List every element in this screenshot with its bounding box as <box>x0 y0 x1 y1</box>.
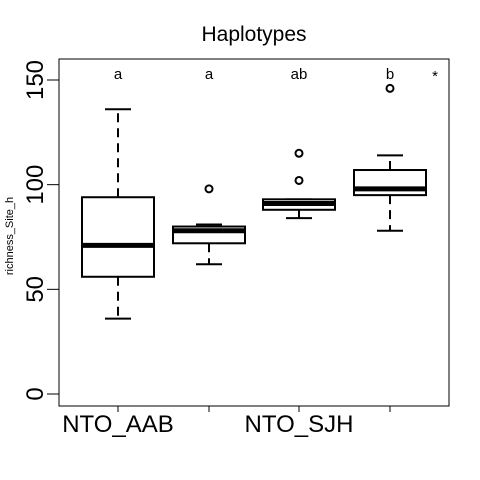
x-axis: NTO_AAB NTO_SJH <box>62 405 391 438</box>
significance-letter: ab <box>291 66 308 83</box>
box-1 <box>81 108 155 320</box>
y-axis: 0 50 100 150 <box>22 60 60 401</box>
significance-letters: a a ab b <box>114 66 394 83</box>
outlier-point <box>204 184 214 194</box>
boxes-group <box>81 83 427 320</box>
outlier-point <box>294 148 304 158</box>
significance-letter: a <box>205 66 214 83</box>
box-2 <box>172 184 246 266</box>
significance-letter: b <box>386 66 394 83</box>
outlier-point <box>294 175 304 185</box>
y-tick-label: 100 <box>22 165 49 205</box>
y-axis-label: richness_Site_h <box>4 197 16 275</box>
x-tick-label: NTO_SJH <box>245 411 354 438</box>
x-tick-label: NTO_AAB <box>62 411 174 438</box>
box-body <box>353 169 427 197</box>
chart-title: Haplotypes <box>201 23 306 46</box>
box-4 <box>353 83 427 232</box>
y-tick-label: 50 <box>22 276 49 303</box>
box-body <box>81 196 155 278</box>
y-tick-label: 150 <box>22 60 49 100</box>
outlier-point <box>385 83 395 93</box>
box-3 <box>262 148 336 220</box>
significance-letter: a <box>114 66 123 83</box>
y-tick-label: 0 <box>22 387 49 400</box>
significance-marker: * <box>432 68 438 85</box>
